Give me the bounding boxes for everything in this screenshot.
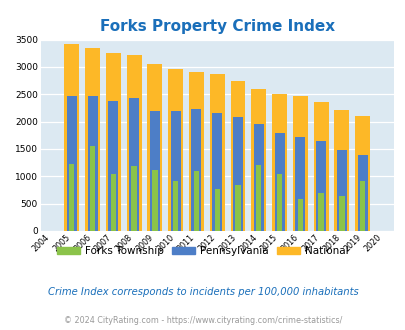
Bar — [354, 115, 369, 231]
Bar — [336, 149, 346, 231]
Bar — [149, 111, 160, 231]
Bar — [191, 109, 201, 231]
Bar — [64, 44, 79, 231]
Bar — [170, 111, 180, 231]
Bar — [110, 174, 116, 231]
Bar — [188, 72, 203, 231]
Bar — [90, 146, 95, 231]
Title: Forks Property Crime Index: Forks Property Crime Index — [99, 19, 334, 34]
Bar — [338, 196, 344, 231]
Bar — [334, 110, 348, 231]
Bar — [251, 89, 266, 231]
Bar — [168, 69, 183, 231]
Bar — [85, 49, 100, 231]
Legend: Forks Township, Pennsylvania, National: Forks Township, Pennsylvania, National — [53, 242, 352, 260]
Bar — [271, 94, 286, 231]
Bar — [106, 53, 121, 231]
Bar — [152, 170, 157, 231]
Bar — [359, 181, 364, 231]
Bar — [209, 74, 224, 231]
Bar — [235, 185, 240, 231]
Bar — [173, 181, 178, 231]
Text: © 2024 CityRating.com - https://www.cityrating.com/crime-statistics/: © 2024 CityRating.com - https://www.city… — [64, 315, 341, 325]
Bar — [274, 133, 284, 231]
Bar — [129, 98, 139, 231]
Bar — [126, 55, 141, 231]
Bar — [147, 64, 162, 231]
Bar — [212, 113, 222, 231]
Bar — [357, 155, 367, 231]
Bar — [108, 101, 118, 231]
Bar — [230, 81, 245, 231]
Bar — [193, 171, 198, 231]
Bar — [131, 166, 136, 231]
Bar — [297, 199, 302, 231]
Bar — [214, 189, 220, 231]
Bar — [315, 141, 325, 231]
Bar — [292, 96, 307, 231]
Bar — [318, 193, 323, 231]
Bar — [253, 124, 263, 231]
Bar — [69, 164, 74, 231]
Bar — [87, 96, 97, 231]
Text: Crime Index corresponds to incidents per 100,000 inhabitants: Crime Index corresponds to incidents per… — [47, 287, 358, 297]
Bar — [232, 117, 242, 231]
Bar — [276, 174, 281, 231]
Bar — [256, 165, 261, 231]
Bar — [294, 137, 305, 231]
Bar — [66, 96, 77, 231]
Bar — [313, 102, 328, 231]
